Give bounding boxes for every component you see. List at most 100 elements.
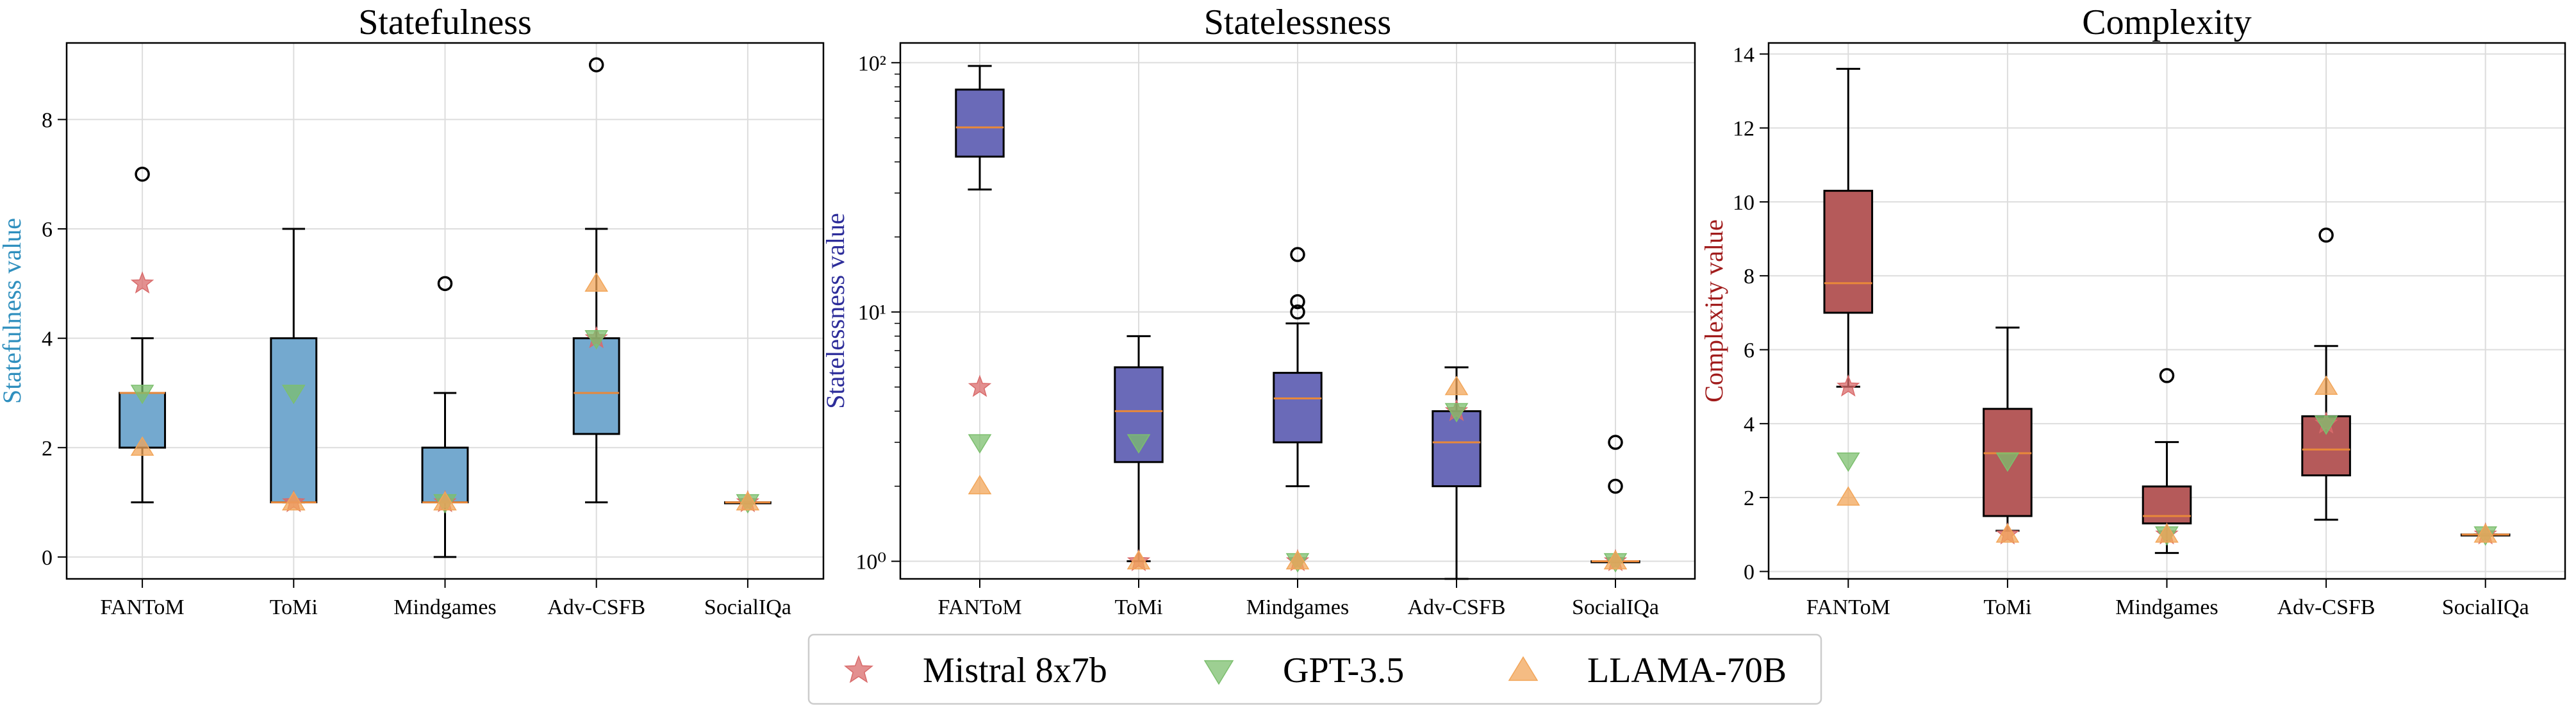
y-tick-label: 10 xyxy=(1733,191,1754,215)
x-tick-label-adv-csfb: Adv-CSFB xyxy=(2277,596,2375,619)
iqr-box xyxy=(270,337,318,504)
markers-llama-70b xyxy=(130,272,760,511)
iqr-box xyxy=(1273,372,1323,444)
outlier-point xyxy=(2318,228,2334,243)
y-tick-label: 0 xyxy=(1744,560,1754,584)
legend: Mistral 8x7b GPT-3.5 LLAMA-70B xyxy=(807,633,1822,705)
legend-item-gpt-3-5: GPT-3.5 xyxy=(1203,651,1404,690)
chart-title: Complexity xyxy=(2082,3,2251,42)
x-tick-label-adv-csfb: Adv-CSFB xyxy=(1407,596,1505,619)
x-tick-label-mindgames: Mindgames xyxy=(2115,596,2218,619)
outlier-point xyxy=(2159,368,2175,383)
marker-llama-70b xyxy=(584,272,609,292)
y-tick-label: 14 xyxy=(1733,43,1754,67)
marker-llama-70b xyxy=(2155,523,2179,543)
marker-llama-70b xyxy=(968,474,992,495)
marker-llama-70b xyxy=(1995,523,2020,543)
marker-llama-70b xyxy=(1444,376,1469,396)
x-tick-label-socialiqa: SocialIQa xyxy=(1572,596,1659,619)
marker-llama-70b xyxy=(2314,375,2338,395)
box-fantom xyxy=(955,65,1005,191)
x-tick-label-tomi: ToMi xyxy=(270,596,318,619)
legend-label: Mistral 8x7b xyxy=(923,651,1107,690)
y-tick-label: 8 xyxy=(42,108,53,132)
x-tick-label-tomi: ToMi xyxy=(1983,596,2031,619)
legend-label: LLAMA-70B xyxy=(1587,651,1787,690)
y-axis-label: Statelessness value xyxy=(821,213,850,409)
box-adv-csfb xyxy=(1432,366,1482,580)
iqr-box xyxy=(2142,485,2192,525)
x-tick-label-fantom: FANToM xyxy=(101,596,185,619)
x-tick-label-fantom: FANToM xyxy=(937,596,1021,619)
y-axis-label: Complexity value xyxy=(1699,219,1728,403)
panel-statelessness: 10⁰ 10¹ 10² FANToM ToMi Mindgames Adv-CSFB Soci… xyxy=(821,3,1696,619)
box-fantom xyxy=(1823,67,1874,388)
marker-gpt-3-5 xyxy=(281,385,306,405)
marker-mistral-8x7b xyxy=(130,271,154,294)
marker-llama-70b xyxy=(2473,523,2498,543)
legend-frame xyxy=(807,633,1822,705)
marker-llama-70b xyxy=(1285,549,1310,570)
chart-title: Statefulness xyxy=(358,3,532,42)
marker-llama-70b xyxy=(1603,549,1628,570)
x-tick-label-adv-csfb: Adv-CSFB xyxy=(547,596,645,619)
y-tick-label: 8 xyxy=(1744,265,1754,288)
y-tick-label: 2 xyxy=(1744,487,1754,510)
outlier-point xyxy=(1290,294,1305,310)
marker-mistral-8x7b xyxy=(968,374,992,397)
box-tomi xyxy=(1983,326,2033,532)
outlier-point xyxy=(1608,478,1623,494)
marker-gpt-3-5 xyxy=(1127,434,1151,454)
y-tick-label: 2 xyxy=(42,437,53,460)
markers-llama-70b xyxy=(968,376,1628,570)
y-tick-label: 4 xyxy=(1744,413,1754,437)
chart-title: Statelessness xyxy=(1204,3,1391,42)
marker-gpt-3-5 xyxy=(1836,452,1860,472)
legend-marker-llama-70b xyxy=(1508,656,1539,681)
iqr-box xyxy=(955,88,1005,158)
x-tick-label-mindgames: Mindgames xyxy=(393,596,497,619)
x-tick-label-socialiqa: SocialIQa xyxy=(704,596,791,619)
y-tick-label: 10² xyxy=(858,52,886,76)
marker-llama-70b xyxy=(1836,486,1860,506)
marker-llama-70b xyxy=(433,490,457,511)
marker-mistral-8x7b xyxy=(1837,374,1860,397)
marker-gpt-3-5 xyxy=(1995,452,2020,472)
x-tick-label-tomi: ToMi xyxy=(1114,596,1162,619)
marker-llama-70b xyxy=(736,490,760,511)
marker-gpt-3-5 xyxy=(130,385,154,405)
panel-statefulness: 0 2 4 6 8 FANToM ToMi Mindgames Adv-CSFB SocialIQ… xyxy=(0,3,825,619)
marker-llama-70b xyxy=(130,436,154,456)
legend-item-mistral-8x7b: Mistral 8x7b xyxy=(844,651,1107,690)
outlier-point xyxy=(1290,304,1305,320)
marker-gpt-3-5 xyxy=(1444,403,1469,423)
outlier-point xyxy=(588,57,604,72)
outlier-point xyxy=(1608,435,1623,450)
y-axis-label: Statefulness value xyxy=(0,218,26,404)
y-tick-label: 6 xyxy=(42,218,53,242)
legend-label: GPT-3.5 xyxy=(1283,651,1404,690)
iqr-box xyxy=(1823,190,1874,314)
x-tick-label-socialiqa: SocialIQa xyxy=(2442,596,2529,619)
box-adv-csfb xyxy=(572,57,620,504)
legend-marker-mistral-8x7b xyxy=(844,655,873,683)
y-tick-label: 10⁰ xyxy=(855,551,886,574)
marker-gpt-3-5 xyxy=(2314,415,2338,435)
iqr-box xyxy=(1432,410,1482,487)
iqr-box xyxy=(572,337,620,435)
marker-llama-70b xyxy=(1127,549,1151,570)
marker-gpt-3-5 xyxy=(584,330,609,350)
box-tomi xyxy=(270,228,318,504)
marker-llama-70b xyxy=(281,490,306,511)
y-tick-label: 4 xyxy=(42,328,53,351)
panel-complexity: 0 2 4 6 8 10 12 14 FANToM ToMi Mindgames Adv-CSFB So… xyxy=(1699,3,2566,619)
y-tick-label: 0 xyxy=(42,546,53,570)
x-tick-label-fantom: FANToM xyxy=(1806,596,1890,619)
box-mindgames xyxy=(1273,247,1323,487)
marker-gpt-3-5 xyxy=(968,434,992,454)
legend-marker-gpt-3-5 xyxy=(1203,660,1234,685)
outlier-point xyxy=(437,276,453,292)
outlier-point xyxy=(1290,247,1305,262)
box-fantom xyxy=(119,166,167,504)
